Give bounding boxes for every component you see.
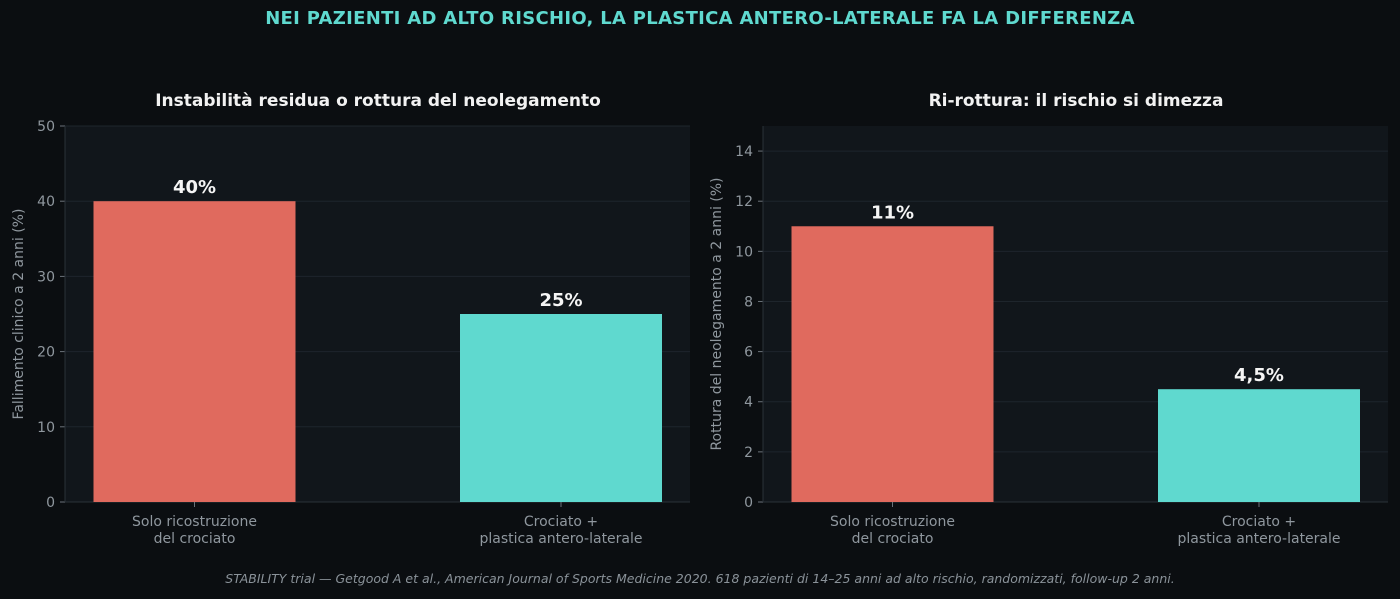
y-tick-label: 4 [744, 395, 753, 411]
chart-panel-2: 0 2 4 6 8 10 12 14 11% Solo ricostruzione del croc… [709, 91, 1388, 547]
y-tick-label: 20 [37, 345, 55, 361]
y-tick-label: 2 [744, 445, 753, 461]
y-axis-label: Rottura del neolegamento a 2 anni (%) [709, 177, 725, 450]
bar-value-label: 11% [871, 202, 914, 223]
bar-value-label: 25% [539, 290, 582, 311]
y-tick-label: 14 [735, 144, 753, 160]
y-tick-label: 8 [744, 294, 753, 310]
bar-2 [1158, 389, 1360, 502]
x-tick-label: Solo ricostruzione del crociato [830, 514, 955, 547]
bar-1 [93, 201, 296, 502]
x-tick-label: Solo ricostruzione del crociato [132, 514, 257, 547]
y-tick-label: 30 [37, 269, 55, 285]
y-tick-label: 12 [735, 194, 753, 210]
bar-value-label: 4,5% [1234, 365, 1284, 386]
bar-2 [460, 314, 662, 502]
x-tick-label: Crociato + plastica antero-laterale [479, 514, 642, 547]
y-tick-label: 10 [735, 244, 753, 260]
panel-title: Ri-rottura: il rischio si dimezza [929, 91, 1224, 111]
y-tick-label: 0 [744, 495, 753, 511]
source-footnote: STABILITY trial — Getgood A et al., Amer… [225, 571, 1175, 586]
y-tick-label: 10 [37, 420, 55, 436]
panel-title: Instabilità residua o rottura del neoleg… [155, 91, 601, 111]
bar-value-label: 40% [173, 177, 216, 198]
y-tick-label: 40 [37, 194, 55, 210]
y-tick-label: 6 [744, 345, 753, 361]
x-tick-label: Crociato + plastica antero-laterale [1177, 514, 1340, 547]
y-axis-label: Fallimento clinico a 2 anni (%) [11, 209, 27, 420]
figure-title: NEI PAZIENTI AD ALTO RISCHIO, LA PLASTIC… [265, 8, 1135, 29]
y-tick-label: 50 [37, 119, 55, 135]
bar-1 [791, 226, 994, 502]
y-tick-label: 0 [46, 495, 55, 511]
chart-panel-1: 0 10 20 30 40 50 40% Solo ricostruzione del croc… [11, 91, 690, 547]
